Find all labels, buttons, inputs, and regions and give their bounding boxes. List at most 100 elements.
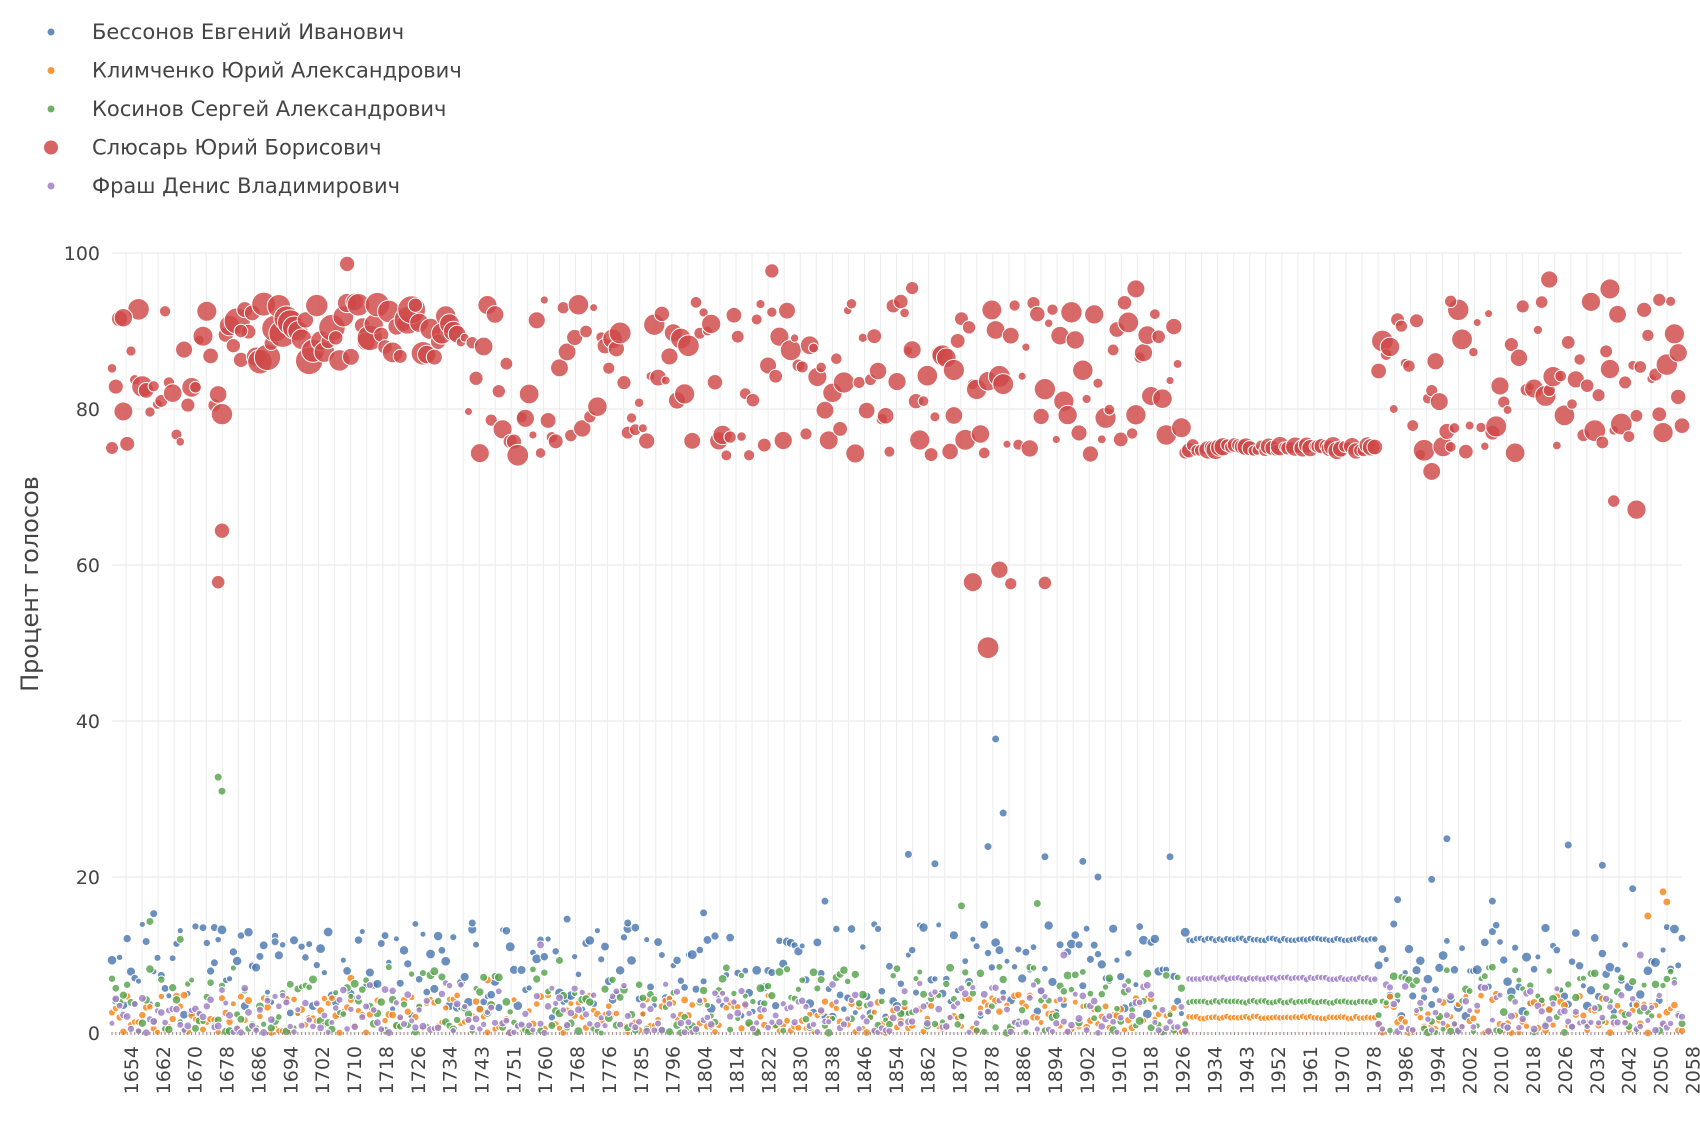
point-series-0 xyxy=(896,979,906,988)
point-series-0 xyxy=(376,939,386,948)
point-series-0 xyxy=(1377,944,1388,954)
point-series-1 xyxy=(381,1016,389,1025)
point-series-2 xyxy=(1589,968,1600,979)
point-series-3 xyxy=(857,332,869,344)
point-series-2 xyxy=(843,977,852,986)
point-series-3 xyxy=(1595,435,1610,450)
point-series-0 xyxy=(987,963,997,972)
point-series-4 xyxy=(309,1022,317,1031)
point-series-2 xyxy=(1059,987,1069,996)
point-series-0 xyxy=(1078,981,1088,991)
point-series-2 xyxy=(889,971,897,980)
point-series-0 xyxy=(1029,943,1038,952)
point-series-4-highlight xyxy=(1635,950,1645,960)
point-series-4 xyxy=(301,998,310,1008)
x-tick-label: 1654 xyxy=(121,1046,143,1094)
point-series-3 xyxy=(977,446,991,460)
point-series-4 xyxy=(969,984,977,992)
point-series-2 xyxy=(429,966,440,977)
point-series-4 xyxy=(888,1013,898,1023)
point-series-4 xyxy=(1544,1014,1554,1024)
point-series-3 xyxy=(539,295,549,305)
point-series-3 xyxy=(1070,424,1088,442)
legend-marker[interactable] xyxy=(47,182,55,190)
point-series-1 xyxy=(1549,1021,1557,1029)
point-series-0 xyxy=(884,961,894,971)
point-series-4 xyxy=(1127,1011,1137,1021)
point-series-4 xyxy=(521,1009,530,1019)
x-axis: 1654 1662 1670 1678 1686 1694 1702 1710 1718 1726… xyxy=(121,1046,1700,1094)
point-series-4-highlight xyxy=(1059,950,1069,960)
x-tick-label: 2058 xyxy=(1682,1046,1700,1094)
point-series-2 xyxy=(600,984,610,994)
point-series-2 xyxy=(1097,989,1107,999)
point-series-0 xyxy=(198,923,208,933)
point-series-3 xyxy=(660,347,679,366)
point-series-1-highlight xyxy=(1658,887,1668,897)
point-series-0 xyxy=(1534,953,1542,961)
point-series-1 xyxy=(1670,1000,1679,1010)
point-series-0 xyxy=(653,937,664,947)
legend-label[interactable]: Климченко Юрий Александрович xyxy=(92,59,462,83)
point-series-3 xyxy=(637,423,648,434)
point-series-0 xyxy=(961,957,970,966)
point-series-3 xyxy=(1172,358,1183,369)
legend[interactable]: Бессонов Евгений Иванович Климченко Юрий … xyxy=(44,20,462,198)
point-series-1 xyxy=(639,1010,647,1018)
point-series-0 xyxy=(1382,955,1390,964)
point-series-3 xyxy=(328,330,344,346)
point-series-2 xyxy=(188,976,196,984)
legend-marker[interactable] xyxy=(47,67,55,74)
point-series-4 xyxy=(635,1017,644,1026)
point-series-4 xyxy=(1435,996,1443,1005)
point-series-4 xyxy=(733,1008,743,1018)
point-series-2 xyxy=(1134,1015,1145,1026)
point-series-2 xyxy=(339,1010,348,1018)
point-series-0 xyxy=(600,941,610,952)
point-series-0 xyxy=(1521,951,1533,963)
point-series-0 xyxy=(414,974,424,984)
legend-marker[interactable] xyxy=(47,28,55,36)
point-series-4 xyxy=(1484,1026,1493,1036)
legend-label[interactable]: Косинов Сергей Александрович xyxy=(92,97,446,121)
point-series-3 xyxy=(1468,346,1479,358)
point-series-4 xyxy=(706,1019,716,1029)
x-tick-label: 1894 xyxy=(1045,1046,1067,1094)
point-series-4 xyxy=(612,987,621,996)
point-series-2 xyxy=(1628,976,1638,987)
point-series-4 xyxy=(1439,1019,1447,1027)
point-series-3 xyxy=(1554,369,1567,383)
point-series-1 xyxy=(1033,1014,1041,1022)
point-series-0 xyxy=(680,982,690,992)
point-series-4 xyxy=(589,991,598,999)
point-series-4 xyxy=(1067,1020,1076,1030)
point-series-0 xyxy=(584,935,596,946)
point-series-4 xyxy=(354,993,363,1001)
point-series-4 xyxy=(1397,1023,1406,1032)
point-series-3 xyxy=(683,431,702,450)
point-series-0 xyxy=(1540,922,1551,934)
point-series-4 xyxy=(703,1013,712,1022)
legend-label[interactable]: Бессонов Евгений Иванович xyxy=(92,20,404,44)
point-series-4 xyxy=(954,999,962,1007)
point-series-3 xyxy=(407,297,424,313)
legend-label[interactable]: Слюсарь Юрий Борисович xyxy=(92,136,382,160)
legend-label[interactable]: Фраш Денис Владимирович xyxy=(92,174,400,198)
point-series-3 xyxy=(944,406,964,425)
x-tick-label: 1910 xyxy=(1109,1046,1131,1094)
point-series-3 xyxy=(832,371,856,394)
legend-marker[interactable] xyxy=(47,105,55,113)
y-tick-label: 100 xyxy=(64,243,100,265)
point-series-3 xyxy=(1663,323,1686,345)
point-series-2 xyxy=(206,978,215,988)
point-series-0-highlight xyxy=(820,896,830,906)
legend-marker[interactable] xyxy=(44,140,58,155)
point-series-0 xyxy=(851,1009,859,1017)
point-series-4 xyxy=(286,1022,294,1031)
point-series-0 xyxy=(449,933,458,942)
point-series-4 xyxy=(1078,991,1088,1001)
point-series-0 xyxy=(1070,930,1081,940)
x-tick-label: 1726 xyxy=(408,1046,430,1094)
point-series-0 xyxy=(395,978,405,988)
point-series-1 xyxy=(244,996,253,1005)
